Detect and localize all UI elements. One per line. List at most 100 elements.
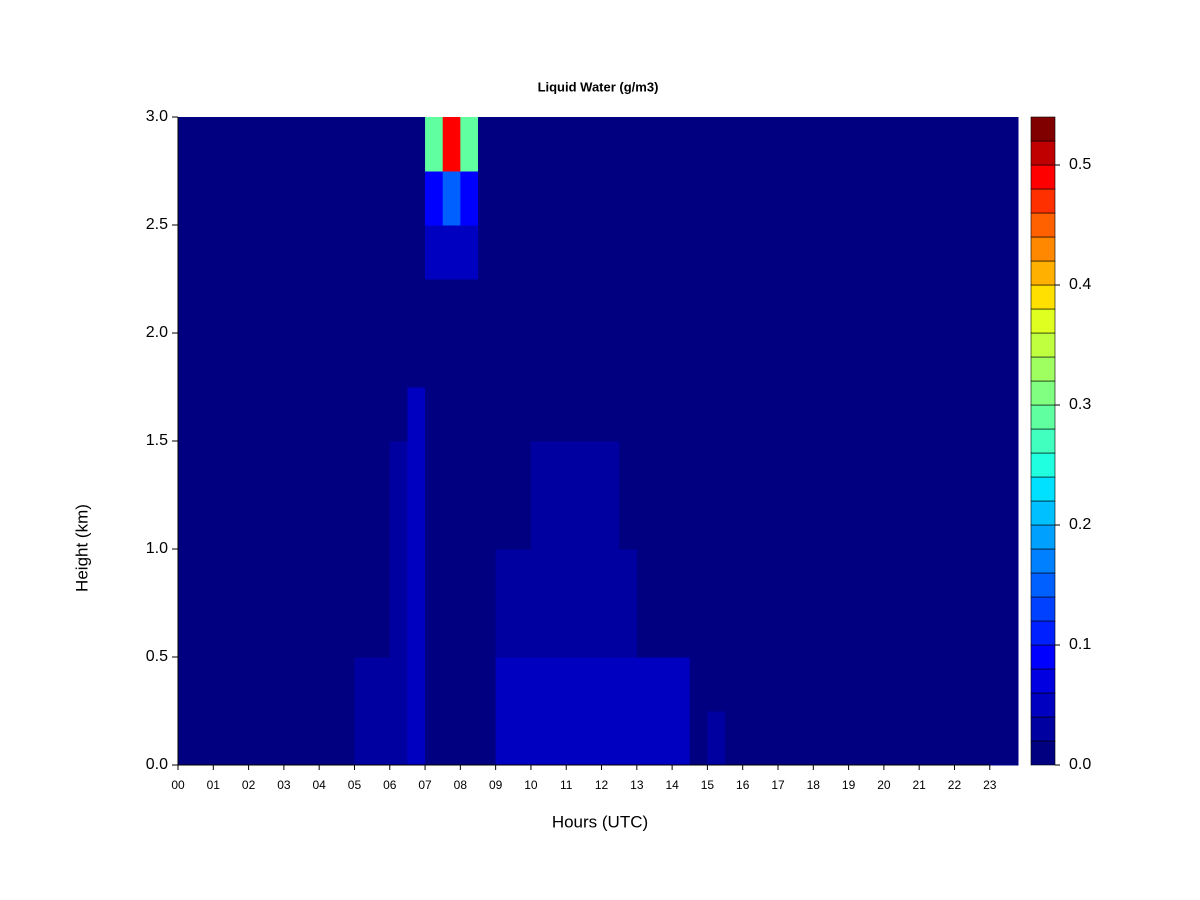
heat-cell <box>248 387 267 442</box>
heat-cell <box>372 117 391 172</box>
heat-cell <box>301 657 320 712</box>
heat-cell <box>689 603 708 658</box>
colorbar-band <box>1030 332 1056 358</box>
heat-cell <box>672 657 691 712</box>
heat-cell <box>636 387 655 442</box>
heat-cell <box>548 333 567 388</box>
heat-cell <box>654 333 673 388</box>
heat-cell <box>795 603 814 658</box>
heat-cell <box>830 117 850 172</box>
heat-cell <box>795 387 814 442</box>
heat-cell <box>319 171 338 226</box>
heat-cell <box>742 117 761 172</box>
heat-cell <box>354 657 373 712</box>
heat-cell <box>566 117 585 172</box>
heat-cell <box>548 603 567 658</box>
heat-cell <box>495 495 514 550</box>
heat-cell <box>883 657 903 712</box>
heat-cell <box>372 495 391 550</box>
heat-cell <box>848 279 867 334</box>
x-tick-label: 01 <box>207 778 221 792</box>
heat-cell <box>513 279 532 334</box>
heat-cell <box>266 117 285 172</box>
x-tick-label: 15 <box>701 778 715 792</box>
heat-cell <box>495 333 514 388</box>
heat-cell <box>354 117 373 172</box>
heat-cell <box>954 225 973 280</box>
heat-cell <box>230 549 250 604</box>
heat-cell <box>283 657 303 712</box>
heat-cell <box>407 711 426 766</box>
heat-cell <box>583 495 603 550</box>
heat-cell <box>372 603 391 658</box>
heat-cell <box>672 117 691 172</box>
heat-cell <box>866 495 885 550</box>
heat-cell <box>425 549 444 604</box>
colorbar-band <box>1030 572 1056 598</box>
heat-cell <box>319 711 338 766</box>
heat-cell <box>336 279 355 334</box>
heat-cell <box>972 549 991 604</box>
heat-cell <box>742 333 761 388</box>
heat-cell <box>283 495 303 550</box>
heat-cell <box>901 711 920 766</box>
heat-cell <box>178 495 197 550</box>
heat-cell <box>601 333 620 388</box>
heat-cell <box>266 441 285 496</box>
heat-cell <box>742 279 761 334</box>
heat-cell <box>1007 333 1019 388</box>
heat-cell <box>336 495 355 550</box>
heat-cell <box>495 387 514 442</box>
heat-cell <box>495 117 514 172</box>
x-tick-label: 18 <box>807 778 821 792</box>
heat-cell <box>319 441 338 496</box>
heat-cell <box>601 549 620 604</box>
heat-cell <box>760 495 779 550</box>
heat-cell <box>478 171 497 226</box>
heat-cell <box>566 549 585 604</box>
heat-cell <box>178 549 197 604</box>
heat-cell <box>213 549 232 604</box>
heat-cell <box>548 441 567 496</box>
heat-cell <box>389 441 408 496</box>
heat-cell <box>725 225 744 280</box>
heat-cell <box>389 603 408 658</box>
heat-cell <box>230 387 250 442</box>
heat-cell <box>407 441 426 496</box>
heat-cell <box>760 657 779 712</box>
colorbar-band <box>1030 740 1056 766</box>
heat-cell <box>301 279 320 334</box>
x-tick-label: 10 <box>524 778 538 792</box>
heat-cell <box>848 333 867 388</box>
y-tick-label: 3.0 <box>146 108 168 125</box>
heat-cell <box>583 387 603 442</box>
heat-cell <box>919 549 938 604</box>
heat-cell <box>283 549 303 604</box>
heat-cell <box>619 333 638 388</box>
heat-cell <box>354 225 373 280</box>
heat-cell <box>901 171 920 226</box>
x-tick-label: 23 <box>983 778 997 792</box>
x-tick-label: 12 <box>595 778 609 792</box>
heat-cell <box>778 387 797 442</box>
heat-cell <box>336 117 355 172</box>
heat-cell <box>213 117 232 172</box>
heat-cell <box>230 441 250 496</box>
heat-cell <box>654 117 673 172</box>
heat-cell <box>425 171 444 226</box>
heat-cell <box>248 603 267 658</box>
heat-cell <box>601 495 620 550</box>
heat-cell <box>936 117 955 172</box>
heat-cell <box>707 657 726 712</box>
heat-cell <box>795 549 814 604</box>
heat-cell <box>707 279 726 334</box>
heat-cell <box>178 441 197 496</box>
heat-cell <box>636 333 655 388</box>
heat-cell <box>213 279 232 334</box>
heat-cell <box>407 603 426 658</box>
heat-cell <box>813 279 832 334</box>
heat-cell <box>407 279 426 334</box>
heat-cell <box>919 333 938 388</box>
heat-cell <box>619 387 638 442</box>
heat-cell <box>619 549 638 604</box>
